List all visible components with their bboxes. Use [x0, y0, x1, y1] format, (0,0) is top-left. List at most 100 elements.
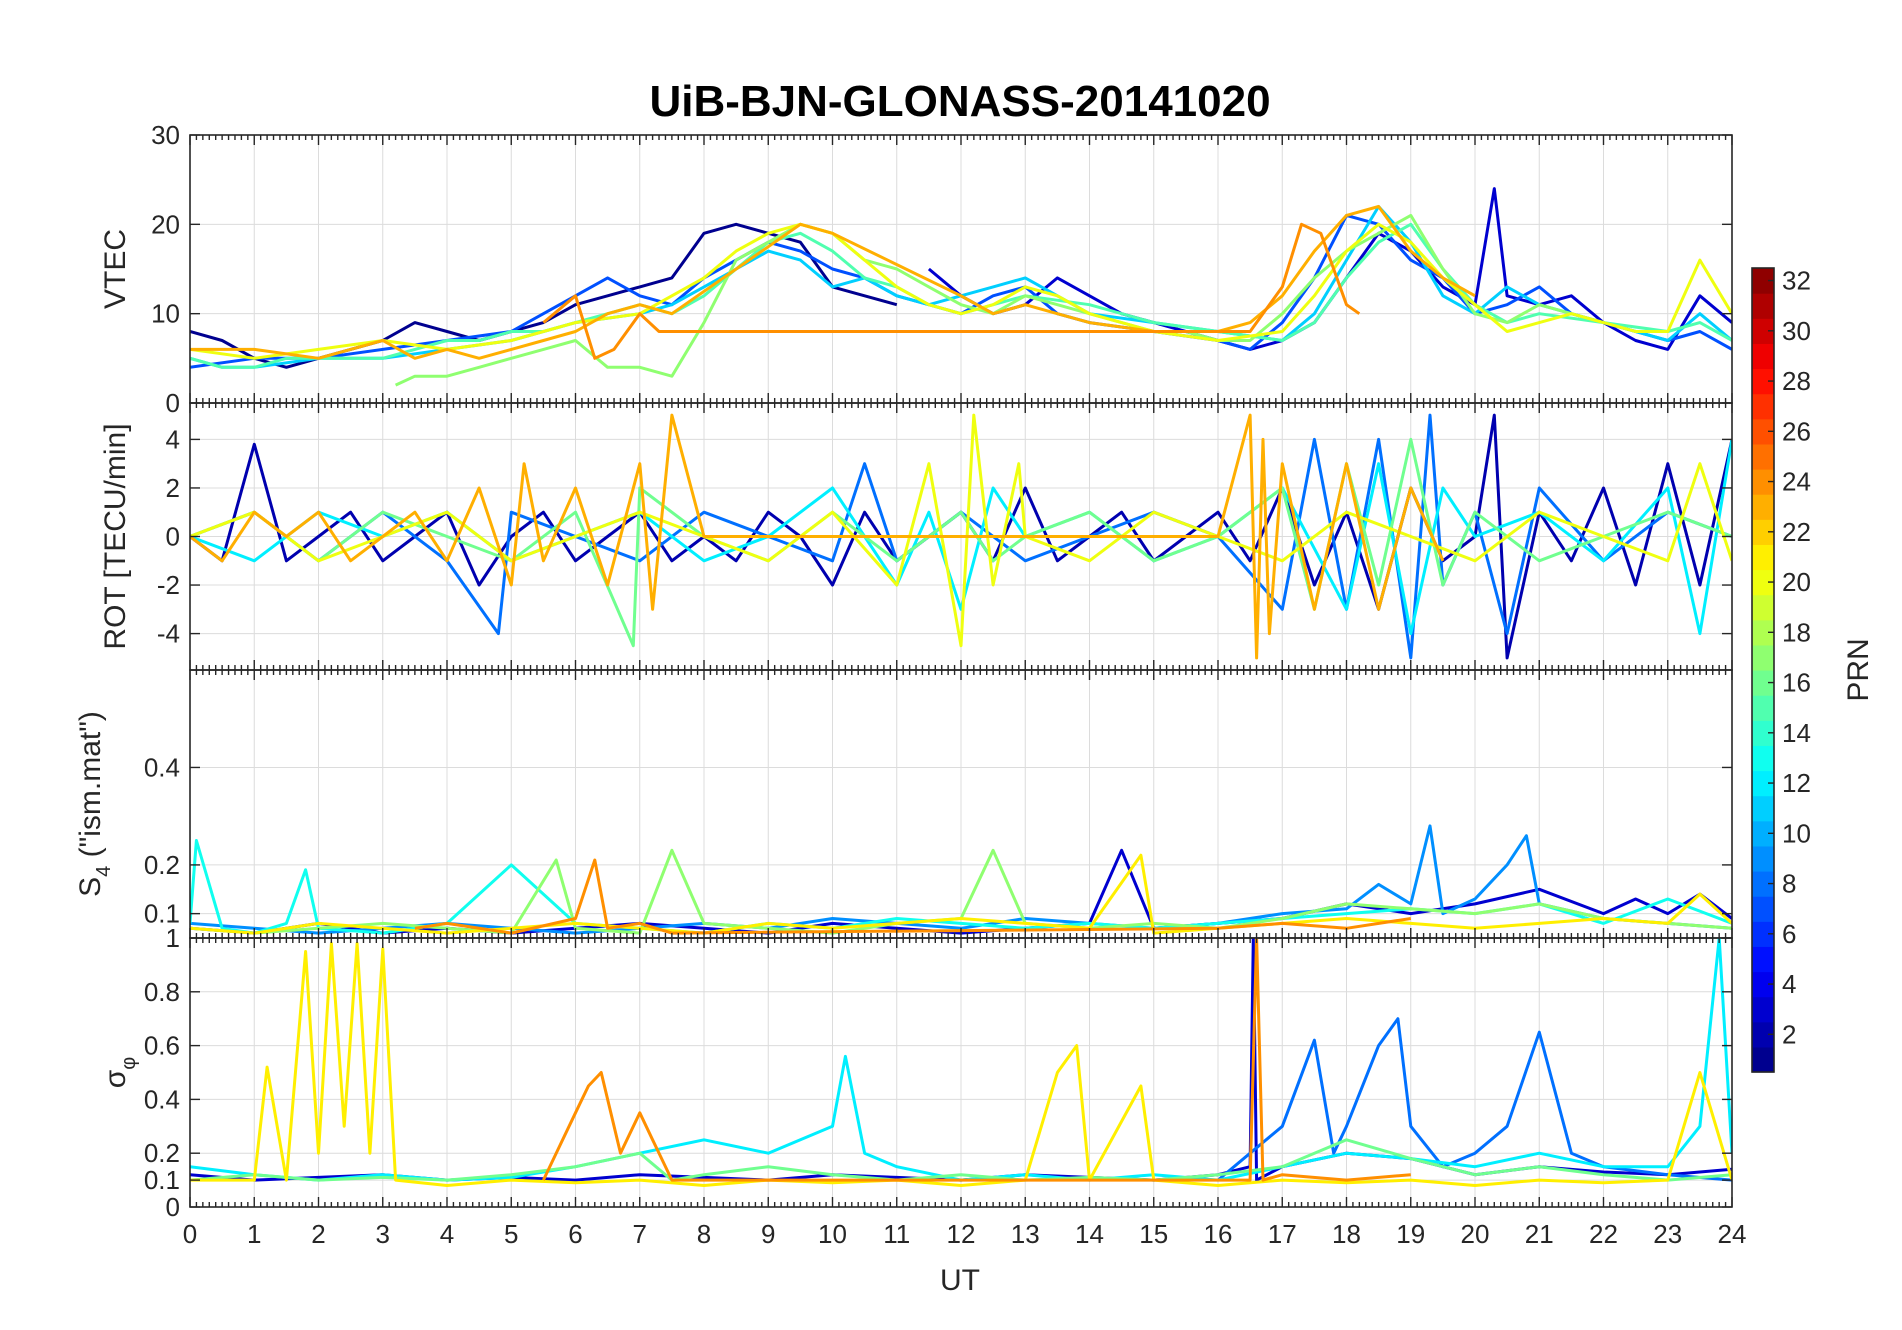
- colorbar-frame: [1751, 267, 1775, 1073]
- colorbar-swatch: [1752, 469, 1774, 495]
- x-tick-label: 22: [1589, 1219, 1618, 1249]
- x-tick-label: 6: [568, 1219, 582, 1249]
- x-tick-label: 4: [440, 1219, 454, 1249]
- y-axis-label-base: σ: [99, 1069, 132, 1088]
- panel-1: 0 10 20 30 VTEC: [99, 120, 1733, 418]
- colorbar-swatch: [1752, 619, 1774, 646]
- y-axis-label-rest: ("ism.mat"): [74, 711, 107, 866]
- colorbar-tick-label: 32: [1782, 266, 1811, 296]
- colorbar-tick-label: 28: [1782, 366, 1811, 396]
- colorbar-swatch: [1752, 368, 1774, 395]
- x-tick-label: 23: [1653, 1219, 1682, 1249]
- series-group: [190, 938, 1732, 1187]
- series-group: [190, 187, 1732, 387]
- colorbar-swatch: [1752, 820, 1774, 847]
- series-prn-24: [542, 222, 1361, 360]
- colorbar-swatch: [1752, 745, 1774, 772]
- y-tick-label: 0: [166, 1192, 180, 1222]
- colorbar-swatch: [1752, 670, 1774, 696]
- colorbar-swatch: [1752, 921, 1774, 947]
- colorbar-tick-label: 18: [1782, 617, 1811, 647]
- series-prn-16: [190, 1138, 1732, 1182]
- y-tick-label: 10: [151, 299, 180, 329]
- colorbar-swatch: [1752, 544, 1774, 571]
- colorbar-tick-label: 22: [1782, 517, 1811, 547]
- colorbar-swatch: [1752, 996, 1774, 1023]
- y-tick-label: 0.8: [144, 977, 180, 1007]
- colorbar-tick-label: 20: [1782, 567, 1811, 597]
- colorbar-swatch: [1752, 770, 1774, 797]
- colorbar-swatch: [1752, 343, 1774, 370]
- x-tick-label: 18: [1332, 1219, 1361, 1249]
- y-tick-label: 30: [151, 120, 180, 150]
- x-tick-label: 17: [1268, 1219, 1297, 1249]
- y-tick-label: 0: [166, 388, 180, 418]
- x-tick-label: 11: [883, 1219, 910, 1249]
- colorbar-swatch: [1752, 418, 1774, 445]
- x-tick-label: 1: [247, 1219, 261, 1249]
- y-tick-label: 0: [166, 522, 180, 552]
- y-tick-label: 20: [151, 209, 180, 239]
- colorbar-swatch: [1752, 871, 1774, 897]
- colorbar-tick-label: 4: [1782, 969, 1796, 999]
- colorbar-swatch: [1752, 1021, 1774, 1048]
- x-tick-label: 9: [761, 1219, 775, 1249]
- y-axis-label: σφ: [99, 1057, 140, 1089]
- x-tick-label: 13: [1011, 1219, 1040, 1249]
- colorbar-swatch: [1752, 268, 1774, 294]
- colorbar-tick-label: 26: [1782, 416, 1811, 446]
- colorbar-tick-label: 14: [1782, 718, 1811, 748]
- y-axis-label-sub: φ: [118, 1057, 140, 1070]
- series-group: [190, 413, 1732, 660]
- x-tick-label: 16: [1204, 1219, 1233, 1249]
- x-axis-label: UT: [940, 1264, 980, 1297]
- x-tick-label: 8: [697, 1219, 711, 1249]
- x-tick-label: 12: [947, 1219, 976, 1249]
- series-prn-21: [190, 941, 1732, 1187]
- colorbar-swatch: [1752, 494, 1774, 520]
- series-prn-24: [542, 938, 1411, 1182]
- colorbar-swatch: [1752, 720, 1774, 746]
- colorbar-tick-label: 10: [1782, 818, 1811, 848]
- y-tick-label: 0.1: [144, 899, 180, 929]
- colorbar-swatch: [1752, 795, 1774, 822]
- y-axis-label: S4 ("ism.mat"): [74, 711, 115, 897]
- series-prn-1: [190, 222, 898, 369]
- panel-3: 0.1 0.2 0.4 S4 ("ism.mat"): [74, 669, 1733, 939]
- colorbar-tick-label: 30: [1782, 316, 1811, 346]
- colorbar-swatch: [1752, 946, 1774, 973]
- x-tick-label: 7: [633, 1219, 647, 1249]
- y-tick-label: 0.2: [144, 1138, 180, 1168]
- x-tick-label: 15: [1139, 1219, 1168, 1249]
- x-tick-label: 2: [311, 1219, 325, 1249]
- colorbar-swatch: [1752, 393, 1774, 420]
- colorbar-swatch: [1752, 443, 1774, 470]
- y-tick-label: 0.6: [144, 1031, 180, 1061]
- colorbar-tick-label: 8: [1782, 869, 1796, 899]
- x-tick-label: 14: [1075, 1219, 1104, 1249]
- y-tick-label: -2: [157, 570, 180, 600]
- series-prn-21: [190, 853, 1732, 935]
- x-tick-label: 10: [818, 1219, 847, 1249]
- series-prn-23: [190, 413, 1445, 660]
- series-prn-23: [190, 205, 1476, 360]
- x-tick-label: 21: [1525, 1219, 1554, 1249]
- y-tick-label: 0.4: [144, 752, 180, 782]
- series-prn-24: [414, 858, 1412, 935]
- colorbar-tick-label: 12: [1782, 768, 1811, 798]
- colorbar-swatch: [1752, 293, 1774, 319]
- y-tick-label: 0.4: [144, 1084, 180, 1114]
- colorbar-swatch: [1752, 971, 1774, 998]
- colorbar-swatch: [1752, 896, 1774, 922]
- y-tick-label: -4: [157, 619, 180, 649]
- panel-4: 00.10.2 0.4 0.6 0.8 1 σφ: [99, 923, 1733, 1222]
- colorbar-swatch: [1752, 318, 1774, 344]
- x-tick-label: 20: [1461, 1219, 1490, 1249]
- x-axis: 0 1 2 3 4 5 6 7 8 9 10 11 12 13 14 15 16 17 18 19 20 21 22 23 24: [183, 1219, 1747, 1249]
- y-axis-label-base: S: [74, 877, 107, 897]
- colorbar-swatch: [1752, 594, 1774, 621]
- y-axis-label-sub: 4: [93, 866, 115, 877]
